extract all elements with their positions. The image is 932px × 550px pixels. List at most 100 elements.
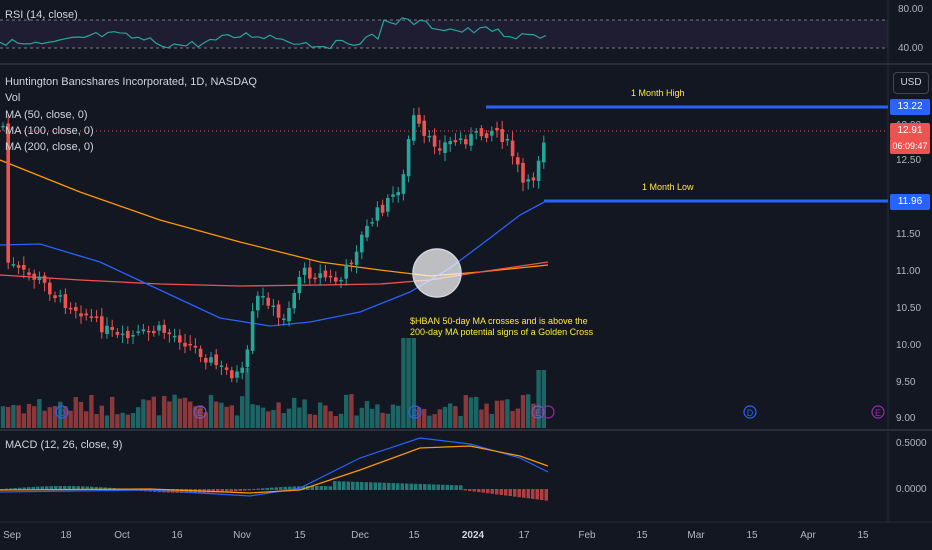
volume-bar	[536, 370, 541, 428]
candle	[74, 307, 78, 311]
dividend-marker[interactable]	[408, 405, 422, 419]
macd-hist-bar	[256, 488, 260, 490]
candle	[396, 192, 400, 196]
candle	[6, 123, 10, 263]
last-price-tag[interactable]: 12.91	[890, 123, 930, 139]
candle	[271, 305, 276, 308]
volume-bar	[276, 402, 281, 428]
macd-hist-bar	[72, 486, 76, 490]
macd-hist-bar	[31, 486, 35, 490]
price-tick-10: 10.00	[896, 340, 922, 351]
macd-hist-bar	[513, 489, 517, 497]
volume-bar	[484, 403, 489, 428]
earnings-marker[interactable]	[871, 405, 885, 419]
candle	[266, 297, 270, 306]
volume-bar	[463, 395, 468, 428]
macd-hist-bar	[67, 486, 71, 490]
volume-bar	[250, 404, 255, 428]
volume-bar	[541, 370, 546, 428]
volume-bar	[188, 401, 193, 428]
candle	[495, 128, 499, 131]
volume-bar	[99, 405, 104, 428]
currency-button[interactable]: USD	[893, 72, 929, 94]
macd-hist-bar	[58, 486, 62, 490]
volume-bar	[349, 394, 354, 428]
macd-hist-bar	[450, 485, 454, 490]
volume-bar	[193, 406, 198, 428]
low-price-tag[interactable]: 11.96	[890, 194, 930, 210]
candle	[230, 370, 234, 379]
earnings-marker[interactable]	[531, 405, 545, 419]
macd-hist-bar	[292, 486, 296, 490]
volume-bar	[406, 338, 411, 428]
volume-bar	[115, 414, 120, 428]
countdown-tag: 06:09:47	[890, 138, 930, 154]
macd-hist-bar	[13, 488, 17, 490]
volume-bar	[167, 401, 172, 428]
macd-hist-bar	[414, 483, 418, 490]
candle	[209, 357, 213, 363]
indicator-ma100[interactable]: MA (100, close, 0)	[5, 125, 94, 137]
macd-label[interactable]: MACD (12, 26, close, 9)	[5, 439, 123, 451]
volume-bar	[370, 408, 375, 428]
macd-hist-bar	[279, 487, 283, 490]
volume-bar	[354, 415, 359, 428]
high-price-tag[interactable]: 13.22	[890, 99, 930, 115]
volume-bar	[526, 394, 531, 428]
volume-bar	[21, 413, 26, 428]
macd-hist-bar	[337, 481, 341, 490]
candle	[302, 267, 307, 275]
macd-hist-bar	[18, 487, 22, 490]
volume-bar	[489, 413, 494, 428]
lightning-marker[interactable]	[541, 405, 555, 419]
rsi-label[interactable]: RSI (14, close)	[5, 9, 78, 21]
volume-bar	[364, 401, 370, 428]
volume-bar	[515, 408, 520, 428]
candle	[183, 342, 187, 347]
volume-bar	[271, 409, 276, 428]
volume-bar	[219, 402, 224, 428]
volume-bar	[32, 406, 37, 428]
indicator-ma50[interactable]: MA (50, close, 0)	[5, 109, 88, 121]
dividend-marker-letter: D	[412, 408, 419, 418]
macd-hist-bar	[405, 483, 409, 490]
earnings-marker[interactable]	[193, 405, 207, 419]
dividend-marker[interactable]	[743, 405, 757, 419]
time-label-sep: Sep	[3, 530, 21, 541]
candle	[214, 354, 218, 366]
symbol-title[interactable]: Huntington Bancshares Incorporated, 1D, …	[5, 76, 257, 88]
candle	[126, 330, 130, 338]
volume-bar	[385, 413, 390, 428]
macd-hist-bar	[220, 489, 224, 493]
indicator-vol[interactable]: Vol	[5, 92, 21, 104]
macd-hist-bar	[22, 487, 26, 490]
volume-bar	[240, 396, 245, 428]
volume-bar	[297, 407, 302, 428]
candle	[157, 325, 161, 331]
candle	[250, 311, 255, 351]
candle	[193, 345, 198, 348]
volume-bar	[104, 415, 110, 428]
macd-hist-bar	[436, 484, 440, 490]
macd-hist-bar	[328, 486, 332, 490]
candle	[334, 277, 338, 282]
macd-hist-bar	[274, 487, 278, 490]
macd-hist-bar	[481, 489, 485, 493]
macd-hist-bar	[490, 489, 494, 494]
volume-bar	[68, 410, 73, 428]
time-label-nov: Nov	[233, 530, 251, 541]
macd-hist-bar	[409, 483, 413, 490]
macd-hist-bar	[526, 489, 530, 499]
candle	[240, 367, 244, 373]
dividend-marker[interactable]	[55, 405, 69, 419]
candle	[178, 335, 182, 343]
time-label-15b: 15	[408, 530, 420, 541]
volume-bar	[130, 412, 136, 428]
indicator-ma200[interactable]: MA (200, close, 0)	[5, 141, 94, 153]
candle	[162, 324, 166, 333]
macd-hist-bar	[63, 486, 67, 490]
volume-bar	[52, 406, 58, 428]
macd-hist-bar	[508, 489, 512, 497]
candle	[490, 130, 494, 136]
